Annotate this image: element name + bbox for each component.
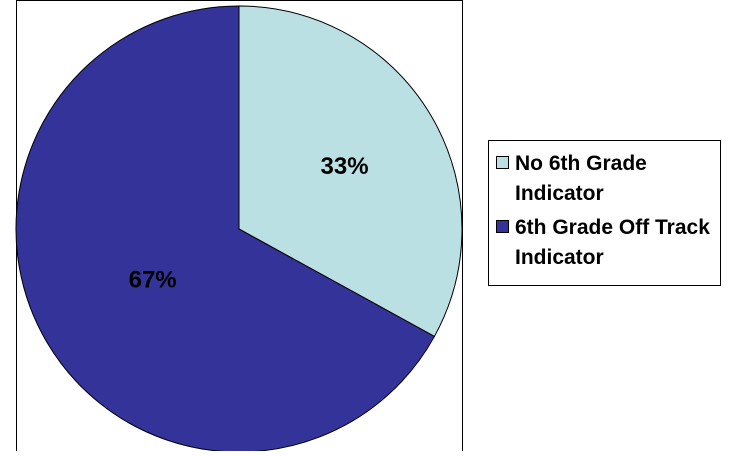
data-label-0: 33% — [321, 153, 369, 180]
legend-swatch-1 — [496, 220, 509, 233]
legend-label-1: 6th Grade Off Track Indicator — [515, 216, 710, 269]
pie-slices — [15, 5, 463, 453]
legend-label-0: No 6th Grade Indicator — [515, 152, 647, 205]
pie-slice-1 — [15, 5, 436, 453]
legend-entry-1: 6th Grade Off Track Indicator — [496, 213, 720, 273]
legend-swatch-0 — [496, 156, 509, 169]
data-label-1: 67% — [129, 267, 177, 294]
legend: No 6th Grade Indicator 6th Grade Off Tra… — [488, 140, 721, 286]
legend-entry-0: No 6th Grade Indicator — [496, 149, 720, 209]
pie-labels: 33% 67% — [129, 153, 369, 294]
pie-slice-0 — [238, 5, 463, 338]
